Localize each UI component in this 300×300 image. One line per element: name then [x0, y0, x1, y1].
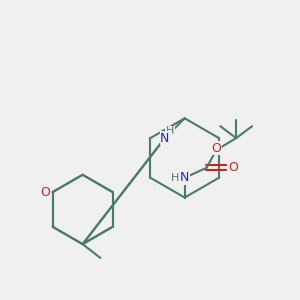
Text: O: O — [228, 161, 238, 174]
Text: O: O — [41, 186, 51, 199]
Text: O: O — [212, 142, 221, 154]
Text: H: H — [166, 126, 174, 136]
Text: H: H — [171, 173, 180, 183]
Text: N: N — [160, 132, 170, 145]
Text: N: N — [180, 171, 189, 184]
